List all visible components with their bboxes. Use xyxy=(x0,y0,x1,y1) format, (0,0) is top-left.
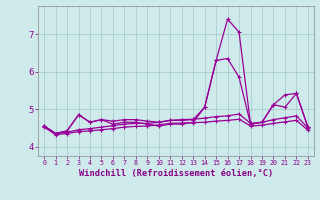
X-axis label: Windchill (Refroidissement éolien,°C): Windchill (Refroidissement éolien,°C) xyxy=(79,169,273,178)
